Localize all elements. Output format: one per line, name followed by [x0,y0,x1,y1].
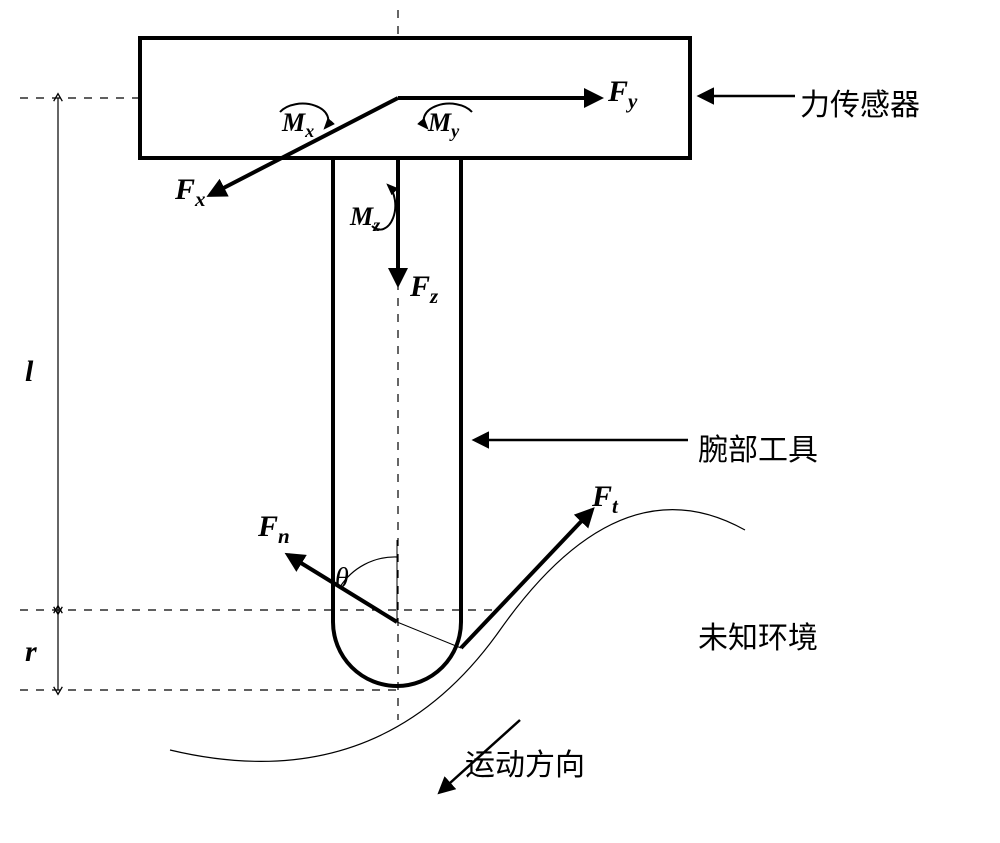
label-Mx-sub: x [305,121,314,141]
label-l: l [25,355,33,389]
label-Fz: Fz [410,270,438,309]
environment-curve [170,510,745,762]
label-sensor-cn: 力传感器 [800,80,920,124]
label-My: My [428,108,459,142]
label-tool-cn: 腕部工具 [698,425,818,469]
label-motion-cn: 运动方向 [465,740,585,784]
label-Fy: Fy [608,75,637,114]
label-Mx-main: M [282,108,305,137]
label-Fy-main: F [608,75,628,108]
mechanics-diagram: l r θ Fx Fy Fz Fn Ft Mx My Mz 力传感器 腕部工具 … [0,0,1000,843]
label-Fx-main: F [175,173,195,206]
arrow-Ft [461,510,592,648]
label-My-sub: y [451,121,459,141]
label-Fz-sub: z [430,284,438,308]
label-Fn: Fn [258,510,290,549]
diagram-svg [0,0,1000,843]
label-Fn-sub: n [278,524,290,548]
label-Fy-sub: y [628,89,637,113]
tool-tip-arc [333,622,461,686]
label-Mx: Mx [282,108,314,142]
label-Fz-main: F [410,270,430,303]
label-Ft-sub: t [612,494,618,518]
label-Mz: Mz [350,202,380,236]
label-r: r [25,635,37,669]
label-Mz-main: M [350,202,373,231]
label-Fx-sub: x [195,187,206,211]
label-My-main: M [428,108,451,137]
label-Fn-main: F [258,510,278,543]
label-Ft-main: F [592,480,612,513]
label-Ft: Ft [592,480,618,519]
label-Mz-sub: z [373,215,380,235]
ft-base-tick [397,622,461,648]
label-theta: θ [335,563,349,595]
label-Fx: Fx [175,173,206,212]
label-env-cn: 未知环境 [698,613,818,657]
